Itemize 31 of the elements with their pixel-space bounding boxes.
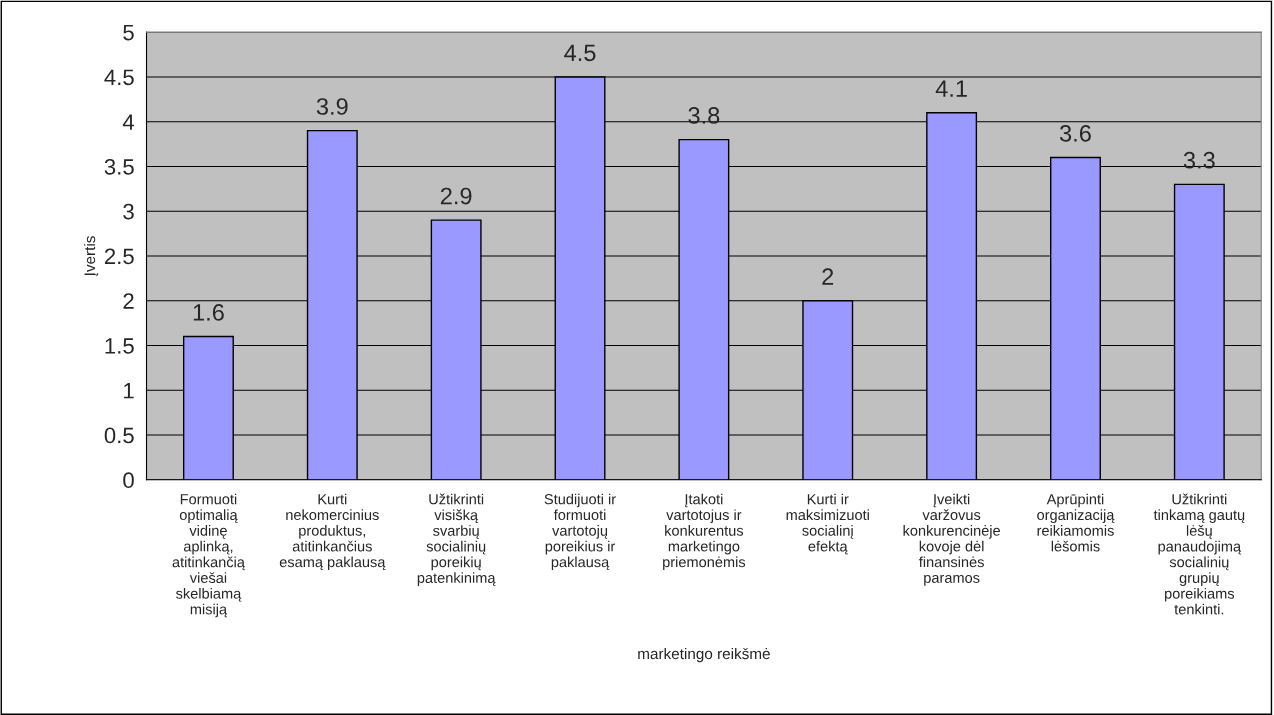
x-tick-label: Studijuoti ir formuoti vartotojų poreikius ir paklausą	[544, 493, 616, 571]
y-tick-label: 0.5	[104, 427, 134, 444]
y-tick-label: 2	[123, 293, 134, 309]
x-tick-label: Užtikrinti visišką svarbių socialinių poreikių patenkinimą	[417, 493, 496, 586]
y-tick-label: 1	[124, 383, 134, 399]
x-tick-label: Kurti ir maksimizuoti socialinį efektą	[786, 493, 869, 555]
data-label: 2	[822, 268, 834, 285]
data-label: 4.5	[564, 44, 596, 62]
x-tick-label: Įtakoti vartotojus ir konkurentus marketingo priemonėmis	[663, 493, 746, 571]
y-tick-label: 5	[123, 24, 134, 41]
data-label: 1.6	[193, 304, 224, 321]
x-tick-label: Formuoti optimalią vidinę aplinką, atitinkančią viešai skelbiamą misiją	[172, 493, 245, 618]
x-axis-title: marketingo reikšmė	[638, 647, 770, 663]
y-tick-label: 3	[123, 203, 134, 220]
data-label: 4.1	[935, 80, 967, 97]
data-label: 3.6	[1059, 125, 1091, 142]
y-axis-title: Įvertis	[84, 236, 99, 276]
data-label: 3.8	[688, 107, 720, 124]
y-tick-label: 2.5	[104, 248, 134, 265]
data-label: 2.9	[440, 187, 472, 205]
x-tick-label: Kurti nekomercinius produktus, atitinkančius esamą paklausą	[279, 493, 386, 571]
y-tick-label: 1.5	[105, 338, 134, 354]
x-tick-label: Įveikti varžovus konkurencinėje kovoje dėl finansinės paramos	[903, 493, 1001, 586]
y-tick-label: 3.5	[104, 158, 134, 175]
y-tick-label: 4.5	[104, 69, 134, 86]
data-label: 3.3	[1183, 151, 1215, 169]
y-tick-label: 0	[123, 472, 134, 489]
data-label: 3.9	[316, 98, 348, 115]
y-tick-label: 4	[122, 114, 135, 130]
x-tick-label: Užtikrinti tinkamą gautų lėšų panaudojimą socialinių grupių poreikiams tenkinti.	[1153, 493, 1245, 615]
x-tick-label: Aprūpinti organizaciją reikiamomis lėšomis	[1037, 493, 1115, 552]
